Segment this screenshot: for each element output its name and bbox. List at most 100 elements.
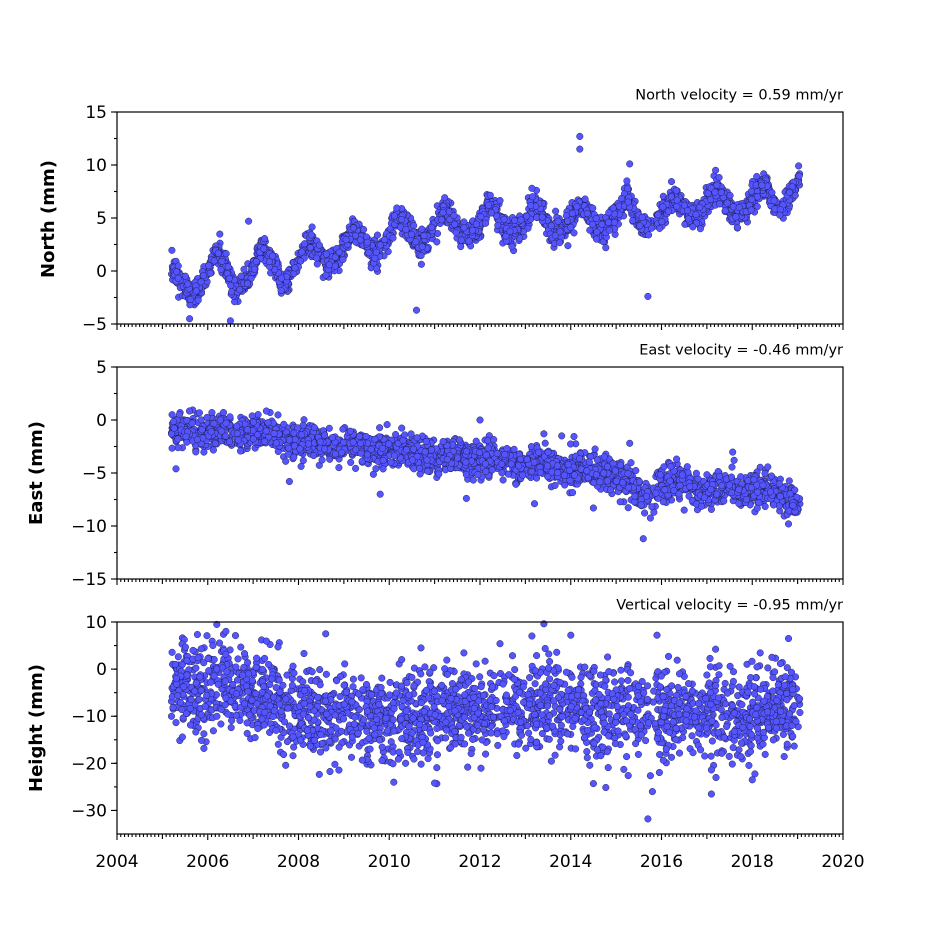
north-point [174,262,182,270]
north-velocity-title: North velocity = 0.59 mm/yr [635,88,843,104]
north-point [181,272,189,280]
north-point [457,236,465,244]
north-point [770,197,778,205]
east-point [627,459,635,467]
north-point [554,217,562,225]
east-point [481,460,490,468]
east-point [468,457,476,465]
east-point [335,464,343,472]
north-ytick-label: 5 [96,209,107,229]
east-point [670,486,678,494]
east-point [666,477,674,485]
north-point [487,209,495,217]
east-point [435,470,443,478]
north-point [205,262,213,270]
north-point [486,191,494,199]
east-point [272,439,280,447]
east-point [211,439,219,447]
north-point [733,224,741,232]
north-point [371,254,379,262]
east-point [707,485,715,493]
east-point [328,434,336,442]
north-point [228,288,236,296]
east-point [249,435,257,443]
east-outlier-point [626,439,634,447]
north-point [747,206,755,214]
east-point [218,427,226,435]
east-point [352,446,360,454]
north-point [390,212,399,220]
east-point [193,436,201,444]
north-point [441,194,449,202]
north-point [173,268,181,276]
north-point [721,207,729,215]
east-point [203,413,211,421]
east-point [510,445,518,453]
east-point [716,472,724,481]
north-point [656,224,664,232]
east-point [339,425,347,433]
east-point [208,409,216,417]
north-point [664,207,672,215]
north-point [418,225,426,233]
north-point [469,226,477,234]
east-point [390,452,399,460]
east-point [759,481,767,489]
north-point [192,287,200,295]
east-point [482,451,490,459]
east-point [290,453,298,461]
east-outlier-point [680,506,688,514]
east-point [168,444,176,452]
east-point [624,504,632,512]
east-point [519,471,527,479]
east-point [657,471,665,479]
north-outlier-point [245,217,253,225]
north-point [593,228,601,236]
north-outlier-point [186,315,194,323]
east-point [609,460,617,468]
north-point [732,213,740,221]
east-point [243,426,251,434]
east-point [703,471,711,479]
east-point [642,492,651,500]
north-point [716,200,724,208]
east-point [641,509,649,517]
east-point [349,438,357,446]
east-point [503,444,511,453]
east-point [331,450,339,458]
east-point [523,455,531,463]
east-point [600,453,608,461]
east-point [443,455,451,463]
east-point [554,469,562,477]
east-point [392,430,400,439]
east-point [439,437,447,446]
north-point [472,220,480,228]
east-ylabel: East (mm) [26,421,47,525]
north-point [494,221,502,229]
east-point [551,481,559,489]
north-point [785,188,794,196]
north-point [194,296,202,304]
north-point [683,207,692,215]
north-point [331,262,339,270]
north-point [237,272,245,280]
east-point [652,489,660,497]
east-point [338,449,346,457]
north-point [372,248,380,256]
east-point [261,438,269,446]
east-point [720,497,728,505]
east-point [403,446,411,454]
east-point [543,462,552,470]
east-point [616,498,624,506]
east-point [764,463,772,471]
east-point [678,471,686,479]
east-point [527,443,535,451]
east-point [270,429,278,438]
north-point [214,249,222,257]
east-point [729,448,737,456]
north-point [795,172,803,180]
north-point [433,238,441,246]
north-point [174,274,182,282]
north-point [240,265,248,273]
north-point [795,162,803,170]
